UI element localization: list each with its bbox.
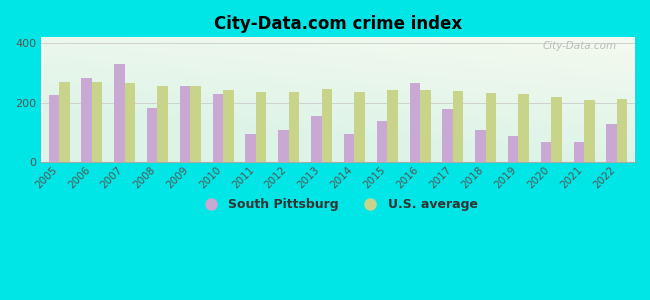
Bar: [246, 134, 256, 162]
Title: City-Data.com crime index: City-Data.com crime index: [214, 15, 462, 33]
Bar: [519, 94, 529, 162]
Bar: [475, 130, 486, 162]
Bar: [92, 82, 102, 162]
Bar: [574, 142, 584, 162]
Bar: [223, 90, 233, 162]
Bar: [606, 124, 617, 162]
Bar: [311, 116, 322, 162]
Bar: [213, 94, 223, 162]
Bar: [617, 99, 627, 162]
Bar: [289, 92, 299, 162]
Bar: [344, 134, 354, 162]
Bar: [541, 142, 551, 162]
Bar: [114, 64, 125, 162]
Bar: [81, 77, 92, 162]
Bar: [147, 108, 157, 162]
Bar: [180, 86, 190, 162]
Bar: [377, 121, 387, 162]
Bar: [49, 95, 59, 162]
Bar: [278, 130, 289, 162]
Bar: [508, 136, 519, 162]
Bar: [157, 85, 168, 162]
Text: City-Data.com: City-Data.com: [543, 41, 618, 51]
Bar: [453, 91, 463, 162]
Bar: [190, 86, 201, 162]
Bar: [322, 88, 332, 162]
Bar: [125, 83, 135, 162]
Bar: [443, 110, 453, 162]
Bar: [410, 82, 420, 162]
Bar: [420, 90, 430, 162]
Bar: [59, 82, 70, 162]
Bar: [354, 92, 365, 162]
Bar: [551, 97, 562, 162]
Bar: [256, 92, 266, 162]
Bar: [486, 93, 496, 162]
Bar: [584, 100, 595, 162]
Legend: South Pittsburg, U.S. average: South Pittsburg, U.S. average: [193, 193, 483, 216]
Bar: [387, 90, 398, 162]
